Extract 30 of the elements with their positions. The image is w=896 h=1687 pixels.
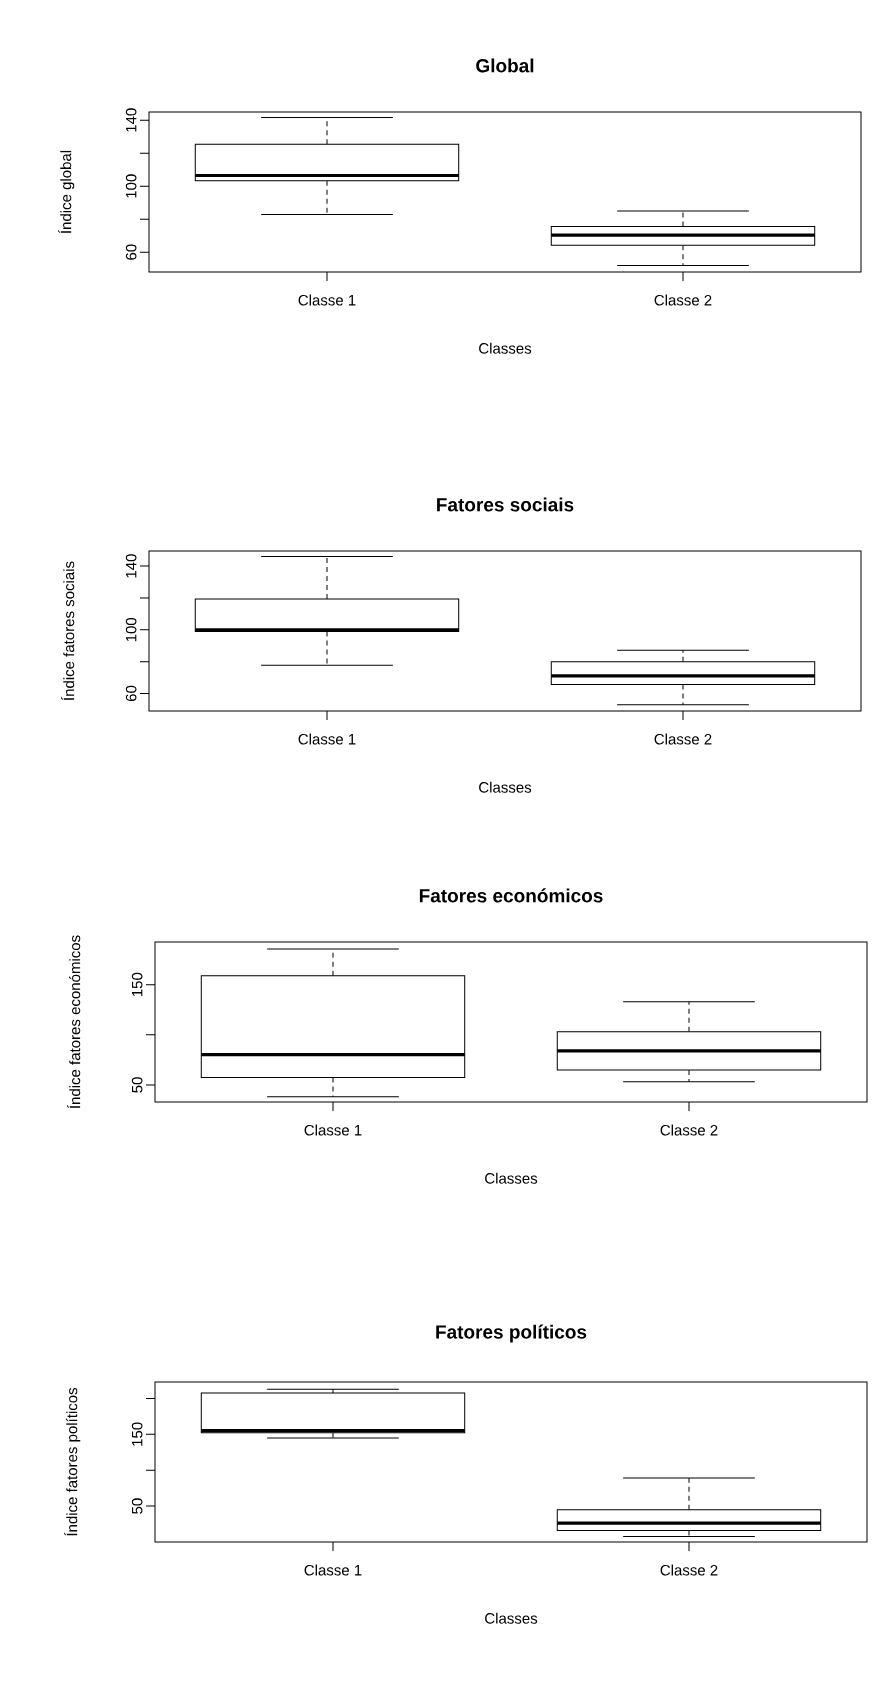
y-tick-label: 60 bbox=[125, 685, 137, 702]
y-axis-title: Índice fatores económicos bbox=[67, 935, 81, 1109]
chart-title: Fatores políticos bbox=[436, 1324, 587, 1343]
chart-title: Fatores sociais bbox=[437, 497, 574, 512]
chart-title: Global bbox=[476, 58, 534, 73]
x-tick-label: Classe 2 bbox=[654, 294, 712, 306]
y-tick-label: 60 bbox=[125, 244, 137, 260]
y-tick-label: 50 bbox=[131, 1498, 143, 1514]
y-tick-label: 140 bbox=[125, 554, 137, 578]
x-tick-label: Classe 2 bbox=[654, 733, 712, 745]
y-tick-label: 140 bbox=[125, 108, 137, 132]
chart-title: Fatores económicos bbox=[419, 888, 603, 903]
y-tick-label: 100 bbox=[125, 174, 137, 198]
x-tick-label: Classe 1 bbox=[304, 1124, 362, 1136]
y-axis-title: Índice global bbox=[58, 150, 75, 234]
y-tick-label: 150 bbox=[131, 1422, 143, 1446]
y-axis-title: Índice fatores políticos bbox=[64, 1387, 81, 1536]
x-tick-label: Classe 1 bbox=[304, 1564, 362, 1576]
x-tick-label: Classe 1 bbox=[298, 294, 356, 306]
x-tick-label: Classe 1 bbox=[298, 733, 356, 745]
y-axis-title: Índice fatores sociais bbox=[61, 561, 75, 700]
y-tick-label: 150 bbox=[131, 972, 143, 997]
x-tick-label: Classe 2 bbox=[660, 1564, 718, 1576]
y-tick-label: 100 bbox=[125, 617, 137, 642]
x-axis-title: Classes bbox=[485, 1612, 538, 1624]
x-axis-title: Classes bbox=[479, 342, 532, 354]
x-tick-label: Classe 2 bbox=[660, 1124, 718, 1136]
y-tick-label: 50 bbox=[131, 1077, 143, 1093]
x-axis-title: Classes bbox=[485, 1172, 538, 1184]
x-axis-title: Classes bbox=[479, 781, 532, 793]
